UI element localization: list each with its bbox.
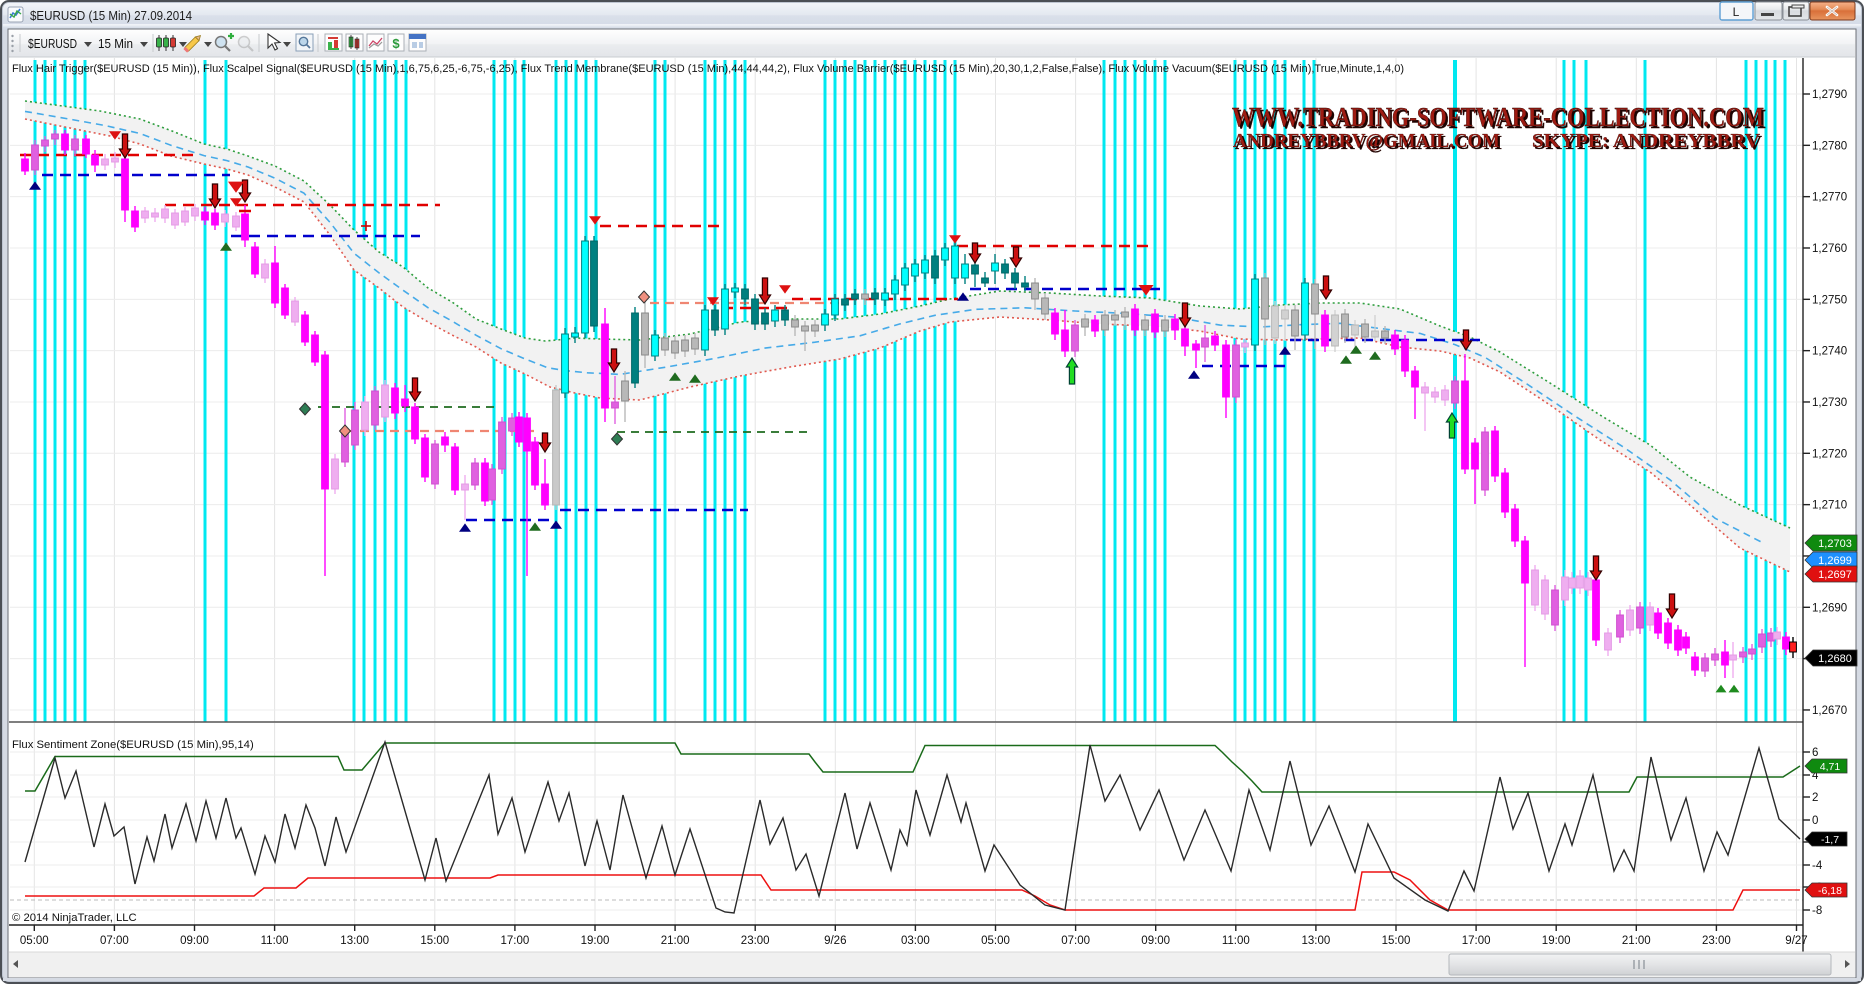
svg-text:© 2014 NinjaTrader, LLC: © 2014 NinjaTrader, LLC [12,912,137,924]
svg-text:07:00: 07:00 [100,935,129,947]
svg-text:19:00: 19:00 [581,935,610,947]
svg-text:1,2710: 1,2710 [1812,500,1847,512]
svg-text:07:00: 07:00 [1061,935,1090,947]
svg-text:11:00: 11:00 [1222,935,1250,947]
svg-text:1,2730: 1,2730 [1812,397,1847,409]
svg-text:$EURUSD (15 Min) 27.09.2014: $EURUSD (15 Min) 27.09.2014 [30,8,192,23]
svg-text:15:00: 15:00 [420,935,449,947]
svg-text:Flux Sentiment Zone($EURUSD (1: Flux Sentiment Zone($EURUSD (15 Min),95,… [12,739,254,751]
svg-text:-6,18: -6,18 [1818,885,1842,897]
svg-text:2: 2 [1812,792,1818,804]
svg-text:-1,7: -1,7 [1821,834,1839,846]
svg-text:6: 6 [1812,747,1818,759]
svg-text:03:00: 03:00 [901,935,930,947]
svg-text:4: 4 [1812,770,1819,782]
svg-text:15 Min: 15 Min [98,37,133,51]
svg-text:$EURUSD: $EURUSD [28,37,77,51]
svg-text:ANDREYBBRV@GMAIL.COM: ANDREYBBRV@GMAIL.COM [1233,130,1500,152]
svg-text:1,2740: 1,2740 [1812,346,1847,358]
svg-text:1,2780: 1,2780 [1812,140,1847,152]
svg-text:-8: -8 [1812,905,1822,917]
svg-text:17:00: 17:00 [1462,935,1491,947]
svg-text:4,71: 4,71 [1820,761,1841,773]
svg-text:23:00: 23:00 [741,935,770,947]
svg-text:SKYPE: ANDREYBBRV: SKYPE: ANDREYBBRV [1532,130,1761,152]
svg-text:WWW.TRADING-SOFTWARE-COLLECTIO: WWW.TRADING-SOFTWARE-COLLECTION.COM [1232,102,1764,132]
svg-text:9/27: 9/27 [1785,935,1807,947]
svg-text:1,2670: 1,2670 [1812,705,1847,717]
svg-text:17:00: 17:00 [501,935,530,947]
svg-text:Flux Hair Trigger($EURUSD (15: Flux Hair Trigger($EURUSD (15 Min)), Flu… [12,63,1404,75]
svg-text:1,2770: 1,2770 [1812,192,1847,204]
svg-text:1,2760: 1,2760 [1812,243,1847,255]
svg-text:19:00: 19:00 [1542,935,1571,947]
svg-text:21:00: 21:00 [1622,935,1651,947]
svg-text:1,2697: 1,2697 [1818,569,1852,581]
svg-text:1,2703: 1,2703 [1818,538,1852,550]
svg-text:09:00: 09:00 [1141,935,1170,947]
svg-text:L: L [1733,5,1740,19]
svg-text:05:00: 05:00 [981,935,1010,947]
svg-text:05:00: 05:00 [20,935,49,947]
svg-text:1,2690: 1,2690 [1812,602,1847,614]
svg-text:-4: -4 [1812,860,1823,872]
svg-text:9/26: 9/26 [824,935,846,947]
svg-text:15:00: 15:00 [1382,935,1411,947]
svg-text:13:00: 13:00 [1302,935,1331,947]
svg-text:23:00: 23:00 [1702,935,1731,947]
svg-text:$: $ [392,36,400,51]
svg-text:1,2699: 1,2699 [1818,555,1852,567]
svg-text:1,2750: 1,2750 [1812,294,1847,306]
svg-text:SKYPE: ANDREYBBRV: SKYPE: ANDREYBBRV [1534,132,1763,154]
svg-text:1,2720: 1,2720 [1812,448,1847,460]
svg-text:ANDREYBBRV@GMAIL.COM: ANDREYBBRV@GMAIL.COM [1235,132,1502,154]
svg-text:1,2790: 1,2790 [1812,89,1847,101]
svg-text:13:00: 13:00 [340,935,369,947]
svg-text:WWW.TRADING-SOFTWARE-COLLECTIO: WWW.TRADING-SOFTWARE-COLLECTION.COM [1234,104,1766,134]
svg-text:1,2680: 1,2680 [1818,653,1852,665]
svg-text:21:00: 21:00 [661,935,690,947]
svg-text:09:00: 09:00 [180,935,209,947]
svg-text:11:00: 11:00 [261,935,289,947]
svg-text:0: 0 [1812,815,1818,827]
